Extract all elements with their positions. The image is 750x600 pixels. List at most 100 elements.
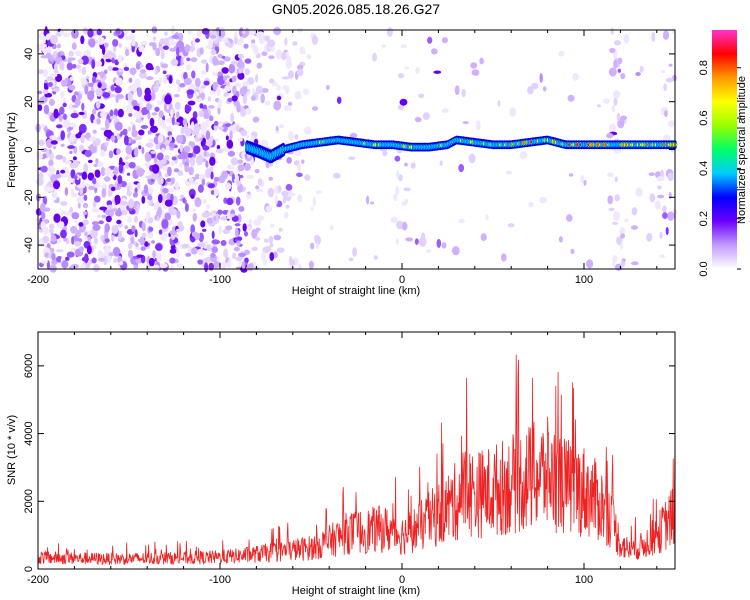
heatmap-speckle [82, 202, 89, 209]
heatmap-speckle [246, 174, 254, 179]
heatmap-speckle [59, 30, 65, 35]
heatmap-speckle [349, 132, 358, 139]
heatmap-speckle [238, 137, 243, 142]
heatmap-speckle [79, 144, 85, 152]
heatmap-speckle [105, 119, 110, 129]
heatmap-speckle [237, 72, 245, 80]
heatmap-speckle [426, 249, 431, 253]
heatmap-speckle [619, 242, 623, 250]
heatmap-speckle [77, 93, 83, 100]
heatmap-speckle [213, 120, 219, 126]
heatmap-speckle [104, 246, 111, 256]
heatmap-speckle [194, 91, 200, 97]
heatmap-speckle [112, 45, 117, 53]
heatmap-speckle [254, 168, 260, 174]
heatmap-speckle [268, 235, 274, 244]
heatmap-speckle [104, 142, 109, 147]
heatmap-speckle [162, 188, 169, 194]
heatmap-speckle [170, 160, 175, 166]
heatmap-speckle [206, 244, 212, 252]
heatmap-speckle [668, 63, 673, 67]
heatmap-speckle [78, 123, 87, 134]
heatmap-speckle [115, 28, 121, 35]
heatmap-speckle [127, 215, 132, 224]
heatmap-speckle [192, 37, 196, 47]
heatmap-speckle [217, 209, 223, 215]
heatmap-speckle [128, 198, 135, 209]
heatmap-speckle [186, 57, 191, 62]
heatmap-speckle [197, 243, 206, 247]
heatmap-speckle [103, 129, 112, 138]
heatmap-speckle [235, 227, 239, 238]
snr-xlabel: Height of straight line (km) [292, 585, 420, 597]
heatmap-speckle [222, 37, 229, 43]
heatmap-speckle [109, 109, 114, 118]
heatmap-speckle [110, 208, 119, 212]
heatmap-speckle [231, 95, 238, 102]
heatmap-speckle [177, 221, 183, 230]
heatmap-speckle [229, 130, 233, 141]
heatmap-speckle [192, 212, 198, 222]
heatmap-speckle [151, 240, 155, 244]
heatmap-speckle [269, 243, 274, 248]
heatmap-speckle [206, 140, 213, 147]
heatmap-speckle [183, 71, 188, 80]
heatmap-speckle [192, 208, 197, 213]
heatmap-speckle [308, 260, 314, 270]
heatmap-speckle [436, 238, 442, 248]
heatmap-speckle [143, 184, 149, 194]
heatmap-speckle [663, 83, 667, 91]
heatmap-speckle [188, 177, 194, 183]
heatmap-speckle [558, 50, 565, 57]
heatmap-speckle [40, 220, 46, 230]
heatmap-speckle [92, 76, 96, 84]
heatmap-speckle [152, 250, 156, 259]
heatmap-speckle [115, 77, 123, 86]
heatmap-speckle [87, 90, 95, 101]
heatmap-speckle [333, 172, 341, 179]
heatmap-speckle [184, 165, 189, 173]
heatmap-speckle [480, 233, 487, 242]
heatmap-speckle [68, 122, 77, 128]
heatmap-speckle [242, 81, 250, 87]
heatmap-speckle [127, 250, 134, 259]
heatmap-speckle [206, 204, 211, 210]
heatmap-speckle [238, 206, 245, 212]
heatmap-speckle [168, 134, 173, 142]
heatmap-speckle [229, 63, 233, 74]
heatmap-speckle [365, 195, 370, 205]
heatmap-speckle [96, 118, 101, 125]
heatmap-speckle [100, 111, 107, 119]
heatmap-speckle [133, 215, 138, 223]
heatmap-speckle [441, 108, 449, 113]
heatmap-speckle [54, 62, 58, 72]
heatmap-speckle [182, 196, 186, 204]
heatmap-speckle [174, 233, 179, 238]
heatmap-speckle [216, 86, 221, 97]
heatmap-speckle [404, 162, 408, 167]
heatmap-speckle [45, 138, 54, 149]
heatmap-speckle [607, 195, 613, 205]
heatmap-speckle [231, 173, 235, 183]
heatmap-speckle [274, 194, 278, 205]
heatmap-speckle [38, 172, 44, 180]
heatmap-speckle [611, 105, 615, 113]
heatmap-speckle [238, 252, 246, 257]
heatmap-speckle [77, 58, 84, 65]
heatmap-speckle [202, 145, 210, 151]
heatmap-speckle [164, 31, 168, 36]
heatmap-speckle [56, 197, 60, 204]
heatmap-speckle [151, 112, 158, 116]
heatmap-speckle [108, 52, 117, 61]
heatmap-speckle [80, 77, 87, 85]
heatmap-speckle [102, 45, 106, 55]
heatmap-speckle [194, 173, 200, 180]
heatmap-speckle [134, 229, 138, 238]
heatmap-speckle [82, 219, 89, 226]
heatmap-speckle [144, 87, 151, 96]
heatmap-speckle [257, 178, 263, 186]
heatmap-speckle [113, 204, 117, 209]
heatmap-speckle [55, 154, 63, 160]
heatmap-speckle [56, 43, 62, 49]
heatmap-speckle [98, 257, 105, 262]
